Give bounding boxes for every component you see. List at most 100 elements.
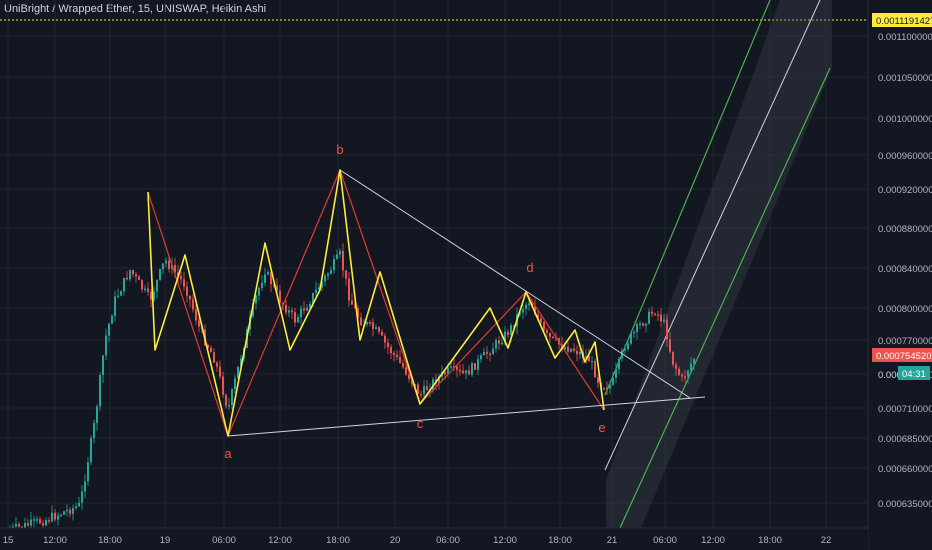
current-price-label: 0.0007545200 [876,351,932,362]
candle-body-98 [303,308,305,311]
candle-body-168 [513,325,515,327]
candle-body-89 [276,285,278,291]
candle-body-154 [471,363,473,375]
channel-fill [606,0,832,550]
candle-body-214 [651,311,653,314]
candle-body-39 [126,277,128,280]
candle-body-55 [174,264,176,273]
time-tick-13: 12:00 [701,535,725,546]
candle-body-198 [603,387,605,390]
candle-body-180 [549,333,551,337]
candle-body-221 [672,351,674,365]
candle-body-148 [453,366,455,368]
candle-body-42 [135,274,137,277]
candle-body-86 [267,271,269,275]
candle-body-201 [612,377,614,385]
candle-body-77 [240,358,242,367]
candle-body-49 [156,279,158,292]
candle-body-131 [402,362,404,368]
candle-body-219 [666,319,668,340]
candle-body-69 [216,362,218,367]
countdown-label: 04:31 [902,369,926,380]
candle-body-102 [315,289,317,293]
candle-body-161 [492,348,494,355]
time-tick-4: 06:00 [212,535,236,546]
wave-yellow [147,169,605,437]
wave-label-d: d [526,260,533,275]
time-tick-11: 21 [607,535,618,546]
candle-body-62 [195,309,197,321]
candle-body-71 [222,376,224,395]
candle-body-193 [588,356,590,362]
candle-body-160 [489,353,491,356]
candle-body-213 [648,311,650,324]
countdown-price: 0.00074 [878,370,912,381]
candle-body-24 [81,491,83,503]
candle-body-90 [279,290,281,303]
candle-body-206 [627,343,629,350]
candle-body-166 [507,331,509,335]
candle-body-21 [72,507,74,514]
candle-body-16 [57,515,59,520]
candle-body-146 [447,367,449,375]
candle-body-43 [138,276,140,280]
candle-body-10 [39,519,41,524]
candle-body-7 [30,519,32,526]
candle-body-108 [333,259,335,271]
candle-body-172 [525,304,527,310]
candle-body-41 [132,269,134,275]
candle-body-192 [585,356,587,358]
candle-body-57 [180,275,182,280]
candle-body-40 [129,269,131,280]
candle-body-6 [27,523,29,526]
candle-body-93 [288,310,290,313]
candle-body-208 [633,331,635,334]
time-tick-3: 19 [160,535,171,546]
candle-body-113 [348,278,350,301]
time-tick-9: 12:00 [493,535,517,546]
candle-body-170 [519,312,521,315]
time-tick-14: 18:00 [758,535,782,546]
candle-body-117 [360,317,362,326]
candle-body-130 [399,356,401,363]
candle-body-181 [552,336,554,339]
candle-body-137 [420,393,422,396]
candle-body-111 [342,250,344,271]
candle-body-151 [462,370,464,374]
candle-body-177 [540,318,542,323]
candle-body-210 [639,323,641,326]
candle-body-46 [147,288,149,293]
candle-body-53 [168,260,170,270]
candle-body-227 [690,363,692,371]
candle-body-5 [24,523,26,529]
candle-body-209 [636,324,638,332]
candle-body-67 [210,347,212,353]
candle-body-96 [297,317,299,323]
candle-body-14 [51,512,53,522]
price-axis-bg [868,0,932,550]
countdown-box [898,366,930,380]
candle-body-132 [405,367,407,375]
candle-body-185 [564,346,566,350]
chart-title: UniBright / Wrapped Ether, 15, UNISWAP, … [4,3,267,15]
candle-body-9 [36,519,38,521]
candle-body-200 [609,384,611,389]
candle-body-3 [18,524,20,527]
candle-body-17 [60,514,62,517]
candle-body-158 [483,351,485,356]
candle-body-114 [351,300,353,305]
candle-body-216 [657,314,659,316]
wave-red [147,169,605,437]
candle-body-205 [624,349,626,351]
candle-body-190 [579,351,581,355]
candle-body-20 [69,509,71,514]
candle-body-51 [162,263,164,270]
candle-body-31 [102,355,104,376]
candle-body-207 [630,333,632,344]
candle-body-226 [687,370,689,377]
